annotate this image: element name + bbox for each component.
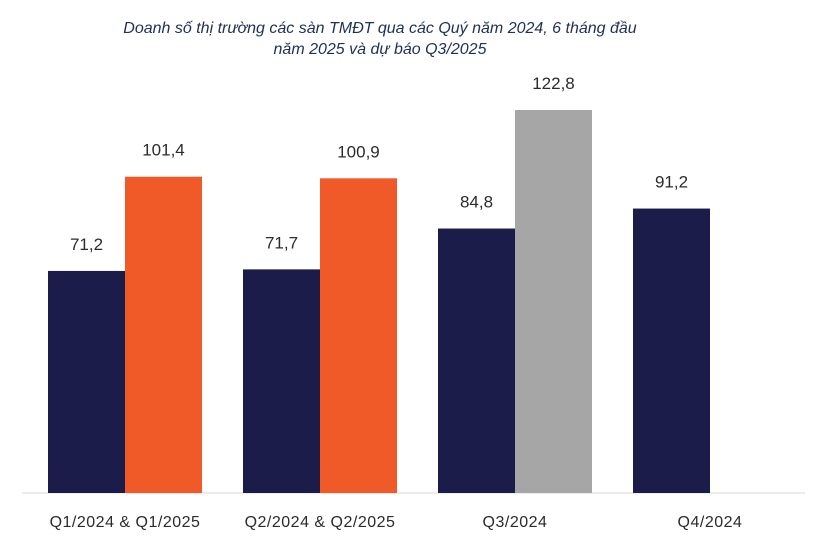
bar-4 bbox=[438, 228, 515, 493]
data-label-0: 71,2 bbox=[70, 235, 103, 254]
data-label-1: 101,4 bbox=[142, 141, 185, 160]
x-tick-label-3: Q4/2024 bbox=[678, 514, 743, 531]
x-tick-label-1: Q2/2024 & Q2/2025 bbox=[245, 514, 396, 531]
bar-3 bbox=[320, 178, 397, 493]
data-label-6: 91,2 bbox=[655, 173, 688, 192]
x-tick-label-0: Q1/2024 & Q1/2025 bbox=[50, 514, 201, 531]
data-label-5: 122,8 bbox=[532, 74, 575, 93]
data-label-2: 71,7 bbox=[265, 233, 298, 252]
bar-2 bbox=[243, 269, 320, 493]
data-label-4: 84,8 bbox=[460, 193, 493, 212]
bar-6 bbox=[633, 208, 710, 493]
chart-title-line-2: năm 2025 và dự báo Q3/2025 bbox=[273, 41, 487, 58]
bar-1 bbox=[125, 176, 202, 493]
bar-5 bbox=[515, 110, 592, 493]
x-tick-label-2: Q3/2024 bbox=[483, 514, 548, 531]
chart-title: Doanh số thị trường các sàn TMĐT qua các… bbox=[60, 18, 700, 60]
chart-title-line-1: Doanh số thị trường các sàn TMĐT qua các… bbox=[123, 20, 637, 37]
data-label-3: 100,9 bbox=[337, 142, 380, 161]
bar-0 bbox=[48, 270, 125, 493]
